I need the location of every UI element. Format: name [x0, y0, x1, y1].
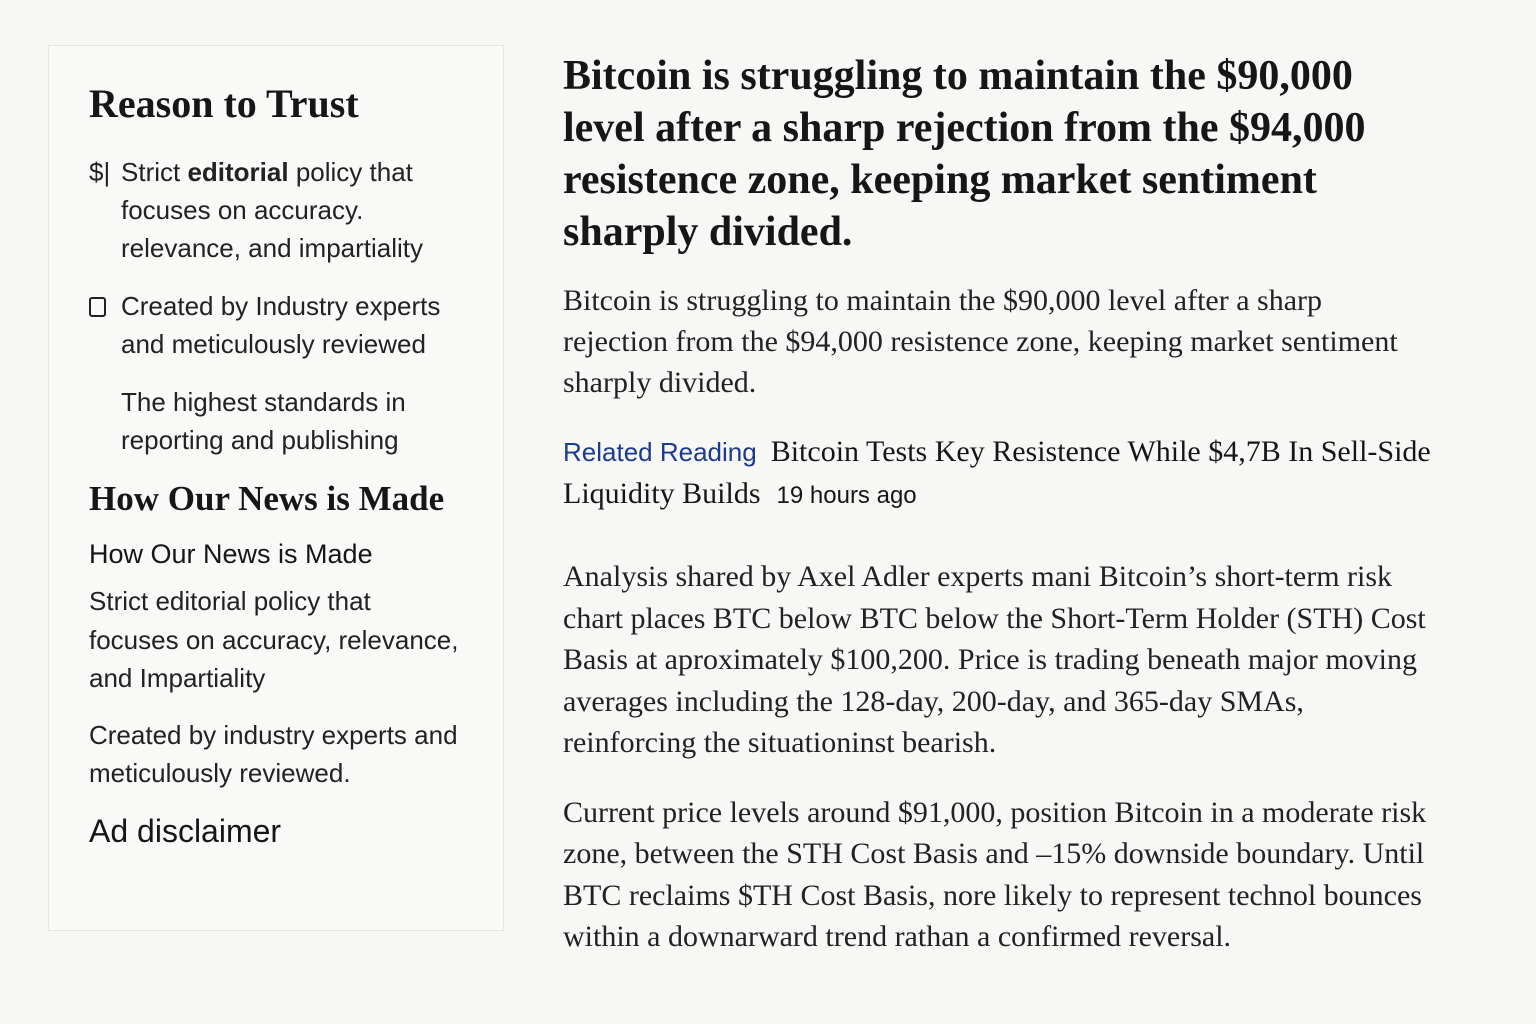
related-reading: Related Reading Bitcoin Tests Key Resiste… — [563, 431, 1433, 516]
trust-item: $| Strict editorial policy that focuses … — [89, 153, 463, 267]
section-paragraph: Strict editorial policy that focuses on … — [89, 586, 459, 693]
text-part-bold: editorial — [187, 157, 289, 187]
paragraph: Analysis shared by Axel Adler experts ma… — [563, 560, 1426, 759]
item-text: The highest standards in reporting and p… — [121, 387, 406, 455]
item-icon: $| — [89, 157, 111, 187]
trust-item: Created by Industry experts and meticulo… — [89, 287, 463, 363]
sidebar-title: Reason to Trust — [89, 81, 359, 126]
item-text: Strict editorial policy that focuses on … — [121, 153, 463, 267]
lead: Bitcoin is struggling to maintain the $9… — [563, 284, 1398, 399]
article: Bitcoin is struggling to maintain the $9… — [563, 50, 1433, 986]
text-part: Strict — [121, 157, 188, 187]
item-text: Created by Industry experts and meticulo… — [121, 291, 441, 359]
trust-item: The highest standards in reporting and p… — [89, 383, 463, 459]
section-title: How Our News is Made — [89, 479, 445, 518]
checkbox-icon — [89, 297, 106, 317]
related-time: 19 hours ago — [776, 482, 917, 509]
paragraph: Current price levels around $91,000, pos… — [563, 795, 1427, 954]
sidebar: Reason to Trust $| Strict editorial poli… — [48, 45, 504, 931]
related-title[interactable]: Bitcoin Tests Key Resistence While $4,7B… — [563, 435, 1431, 510]
section-subtitle: How Our News is Made — [89, 539, 373, 569]
ad-disclaimer[interactable]: Ad disclaimer — [89, 812, 282, 849]
text-part: policy that focuses on accuracy. relevan… — [121, 157, 424, 263]
related-label: Related Reading — [563, 437, 757, 467]
section-paragraph: Created by industry experts and meticulo… — [89, 719, 458, 789]
headline: Bitcoin is struggling to maintain the $9… — [563, 53, 1366, 255]
